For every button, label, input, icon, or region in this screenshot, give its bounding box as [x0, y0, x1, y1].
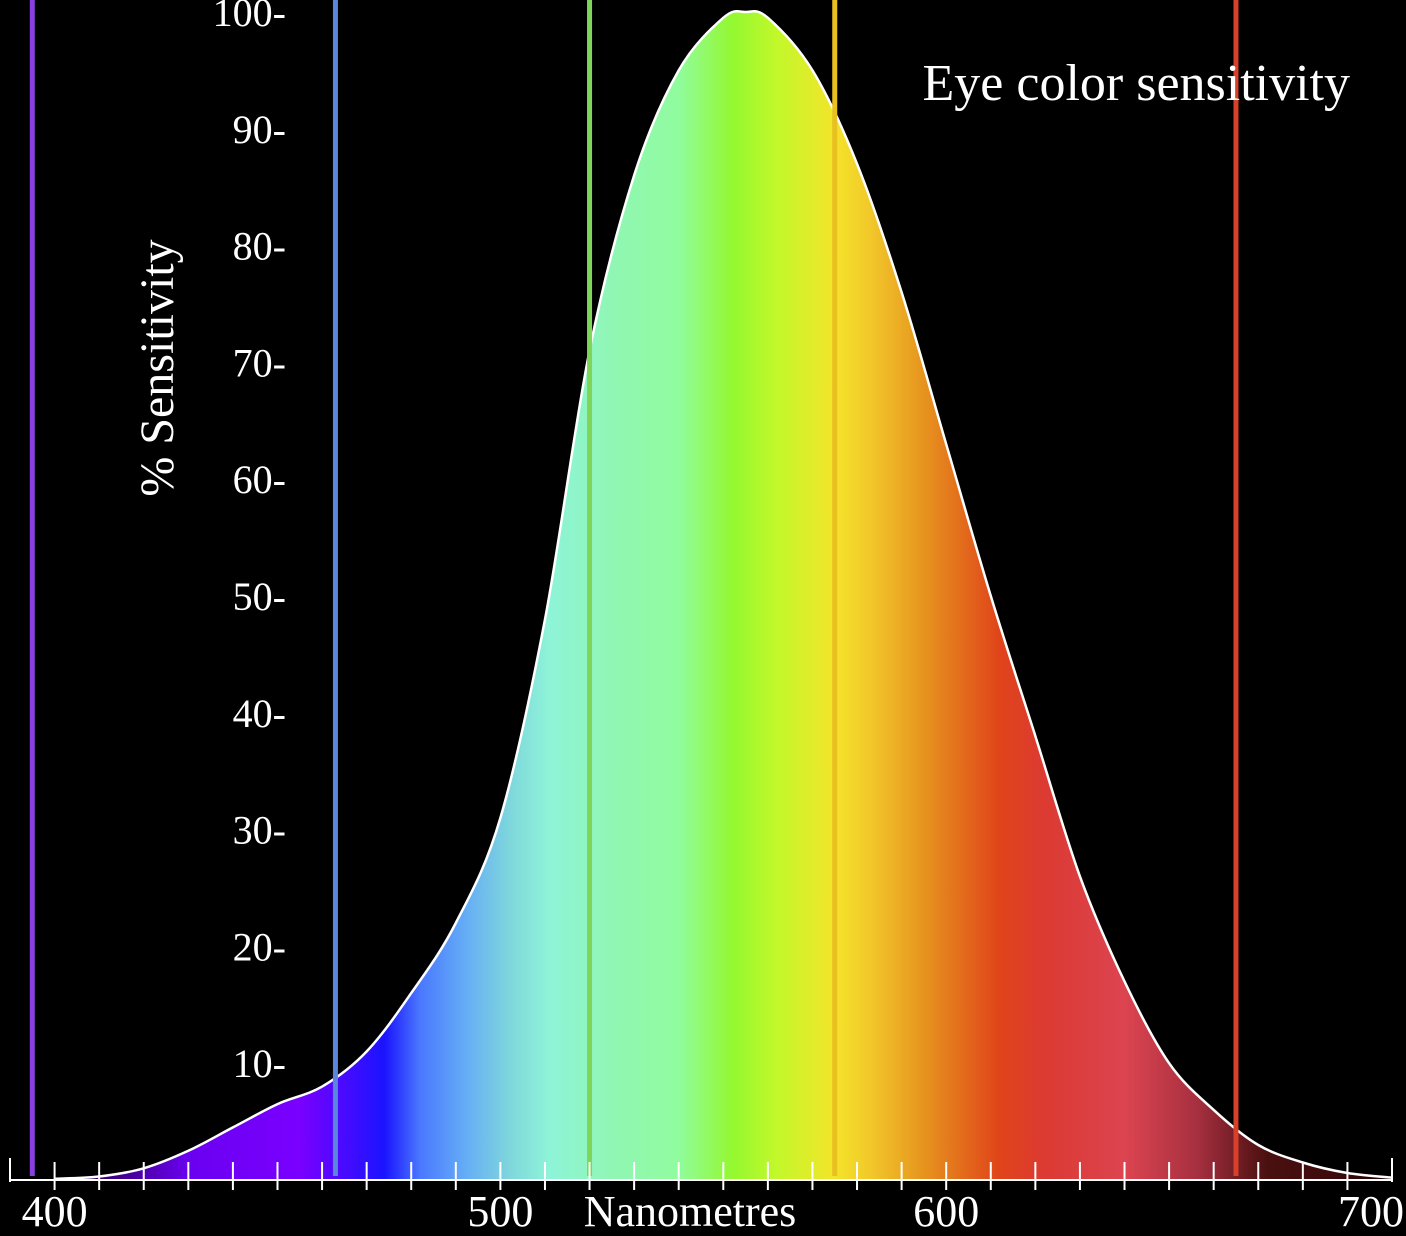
y-tick-label: 30- [233, 808, 286, 853]
wavelength-marker-lines [29, 0, 1239, 1176]
y-tick-label: 60- [233, 457, 286, 502]
y-tick-label: 70- [233, 340, 286, 385]
sensitivity-area [54, 11, 1393, 1181]
y-tick-label: 80- [233, 224, 286, 269]
x-tick-label: 500 [467, 1187, 533, 1236]
y-tick-label: 10- [233, 1041, 286, 1086]
sensitivity-curve [54, 10, 1393, 1181]
y-axis-label: % Sensitivity [131, 239, 184, 496]
y-tick-label: 100- [213, 0, 286, 35]
x-tick-label: 600 [913, 1187, 979, 1236]
y-tick-label: 50- [233, 574, 286, 619]
y-axis-tick-labels: 10- 20- 30- 40- 50- 60- 70- 80- 90- 100- [213, 0, 286, 1086]
x-tick-label: 700 [1338, 1187, 1404, 1236]
x-tick-label: 400 [22, 1187, 88, 1236]
x-axis-label: Nanometres [584, 1187, 797, 1236]
y-tick-label: 40- [233, 691, 286, 736]
plot-area [54, 10, 1393, 1181]
y-tick-label: 90- [233, 107, 286, 152]
chart-title: Eye color sensitivity [923, 55, 1350, 112]
x-axis: 400 500 600 700 [9, 1158, 1404, 1236]
y-tick-label: 20- [233, 924, 286, 969]
